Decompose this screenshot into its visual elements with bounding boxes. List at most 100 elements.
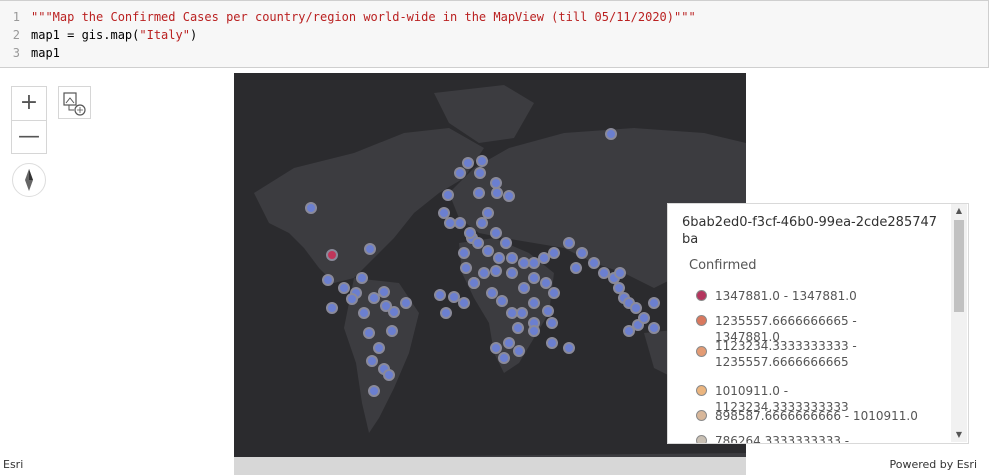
case-marker[interactable]	[528, 297, 540, 309]
case-marker[interactable]	[478, 267, 490, 279]
basemap-toggle-button[interactable]	[58, 86, 91, 119]
case-marker[interactable]	[490, 342, 502, 354]
case-marker[interactable]	[512, 322, 524, 334]
case-marker[interactable]	[460, 262, 472, 274]
case-marker[interactable]	[540, 277, 552, 289]
case-marker[interactable]	[473, 187, 485, 199]
case-marker[interactable]	[364, 243, 376, 255]
code-line[interactable]: map1	[31, 46, 60, 60]
case-marker[interactable]	[503, 190, 515, 202]
case-marker[interactable]	[476, 217, 488, 229]
scroll-up-icon[interactable]: ▲	[955, 206, 963, 215]
case-marker[interactable]	[493, 252, 505, 264]
case-marker[interactable]	[472, 237, 484, 249]
case-marker[interactable]	[500, 237, 512, 249]
case-marker[interactable]	[498, 352, 510, 364]
confirmed-cases-layer[interactable]	[234, 73, 746, 475]
case-marker[interactable]	[380, 300, 392, 312]
case-marker[interactable]	[506, 252, 518, 264]
case-marker[interactable]	[538, 252, 550, 264]
case-marker[interactable]	[305, 202, 317, 214]
case-marker[interactable]	[588, 257, 600, 269]
case-marker[interactable]	[454, 217, 466, 229]
case-marker[interactable]	[388, 306, 400, 318]
case-marker[interactable]	[503, 337, 515, 349]
case-marker[interactable]	[440, 307, 452, 319]
scroll-thumb[interactable]	[954, 220, 964, 312]
case-marker[interactable]	[474, 167, 486, 179]
case-marker[interactable]	[528, 272, 540, 284]
case-marker[interactable]	[570, 262, 582, 274]
case-marker[interactable]	[338, 282, 350, 294]
case-marker[interactable]	[638, 312, 650, 324]
case-marker[interactable]	[548, 287, 560, 299]
case-marker[interactable]	[322, 274, 334, 286]
case-marker[interactable]	[482, 245, 494, 257]
case-marker[interactable]	[490, 265, 502, 277]
case-marker[interactable]	[356, 272, 368, 284]
code-cell[interactable]: 1 2 3 """Map the Confirmed Cases per cou…	[0, 0, 989, 68]
case-marker[interactable]	[496, 295, 508, 307]
case-marker[interactable]	[516, 307, 528, 319]
case-marker[interactable]	[400, 297, 412, 309]
case-marker[interactable]	[462, 157, 474, 169]
case-marker-highest[interactable]	[326, 249, 338, 261]
case-marker[interactable]	[576, 247, 588, 259]
case-marker[interactable]	[623, 325, 635, 337]
case-marker[interactable]	[513, 345, 525, 357]
zoom-out-button[interactable]: —	[12, 120, 46, 153]
case-marker[interactable]	[518, 257, 530, 269]
case-marker[interactable]	[518, 282, 530, 294]
attribution-powered-by[interactable]: Powered by Esri	[889, 458, 977, 471]
case-marker[interactable]	[358, 307, 370, 319]
case-marker[interactable]	[346, 293, 358, 305]
case-marker[interactable]	[434, 289, 446, 301]
case-marker[interactable]	[454, 167, 466, 179]
case-marker[interactable]	[476, 155, 488, 167]
case-marker[interactable]	[482, 207, 494, 219]
map-view[interactable]	[234, 73, 746, 475]
case-marker[interactable]	[506, 267, 518, 279]
case-marker[interactable]	[458, 297, 470, 309]
compass-button[interactable]	[12, 163, 46, 197]
case-marker[interactable]	[598, 267, 610, 279]
case-marker[interactable]	[444, 217, 456, 229]
case-marker[interactable]	[605, 128, 617, 140]
case-marker[interactable]	[363, 327, 375, 339]
legend-scrollbar[interactable]: ▲ ▼	[951, 204, 967, 442]
case-marker[interactable]	[563, 237, 575, 249]
case-marker[interactable]	[442, 189, 454, 201]
case-marker[interactable]	[464, 227, 476, 239]
case-marker[interactable]	[546, 337, 558, 349]
code-line[interactable]: map1 = gis.map("Italy")	[31, 28, 197, 42]
case-marker[interactable]	[368, 385, 380, 397]
case-marker[interactable]	[458, 247, 470, 259]
case-marker[interactable]	[490, 177, 502, 189]
case-marker[interactable]	[648, 322, 660, 334]
scroll-down-icon[interactable]: ▼	[955, 430, 963, 439]
zoom-in-button[interactable]: +	[19, 90, 39, 115]
case-marker[interactable]	[383, 369, 395, 381]
case-marker[interactable]	[546, 317, 558, 329]
case-marker[interactable]	[614, 267, 626, 279]
case-marker[interactable]	[468, 277, 480, 289]
case-marker[interactable]	[648, 297, 660, 309]
case-marker[interactable]	[438, 207, 450, 219]
case-marker[interactable]	[368, 292, 380, 304]
case-marker[interactable]	[378, 286, 390, 298]
case-marker[interactable]	[506, 307, 518, 319]
case-marker[interactable]	[613, 282, 625, 294]
case-marker[interactable]	[563, 342, 575, 354]
case-marker[interactable]	[373, 342, 385, 354]
case-marker[interactable]	[542, 305, 554, 317]
case-marker[interactable]	[528, 257, 540, 269]
case-marker[interactable]	[486, 287, 498, 299]
case-marker[interactable]	[326, 302, 338, 314]
case-marker[interactable]	[491, 187, 503, 199]
case-marker[interactable]	[490, 227, 502, 239]
case-marker[interactable]	[448, 291, 460, 303]
case-marker[interactable]	[528, 325, 540, 337]
case-marker[interactable]	[366, 355, 378, 367]
code-line[interactable]: """Map the Confirmed Cases per country/r…	[31, 10, 696, 24]
case-marker[interactable]	[386, 325, 398, 337]
